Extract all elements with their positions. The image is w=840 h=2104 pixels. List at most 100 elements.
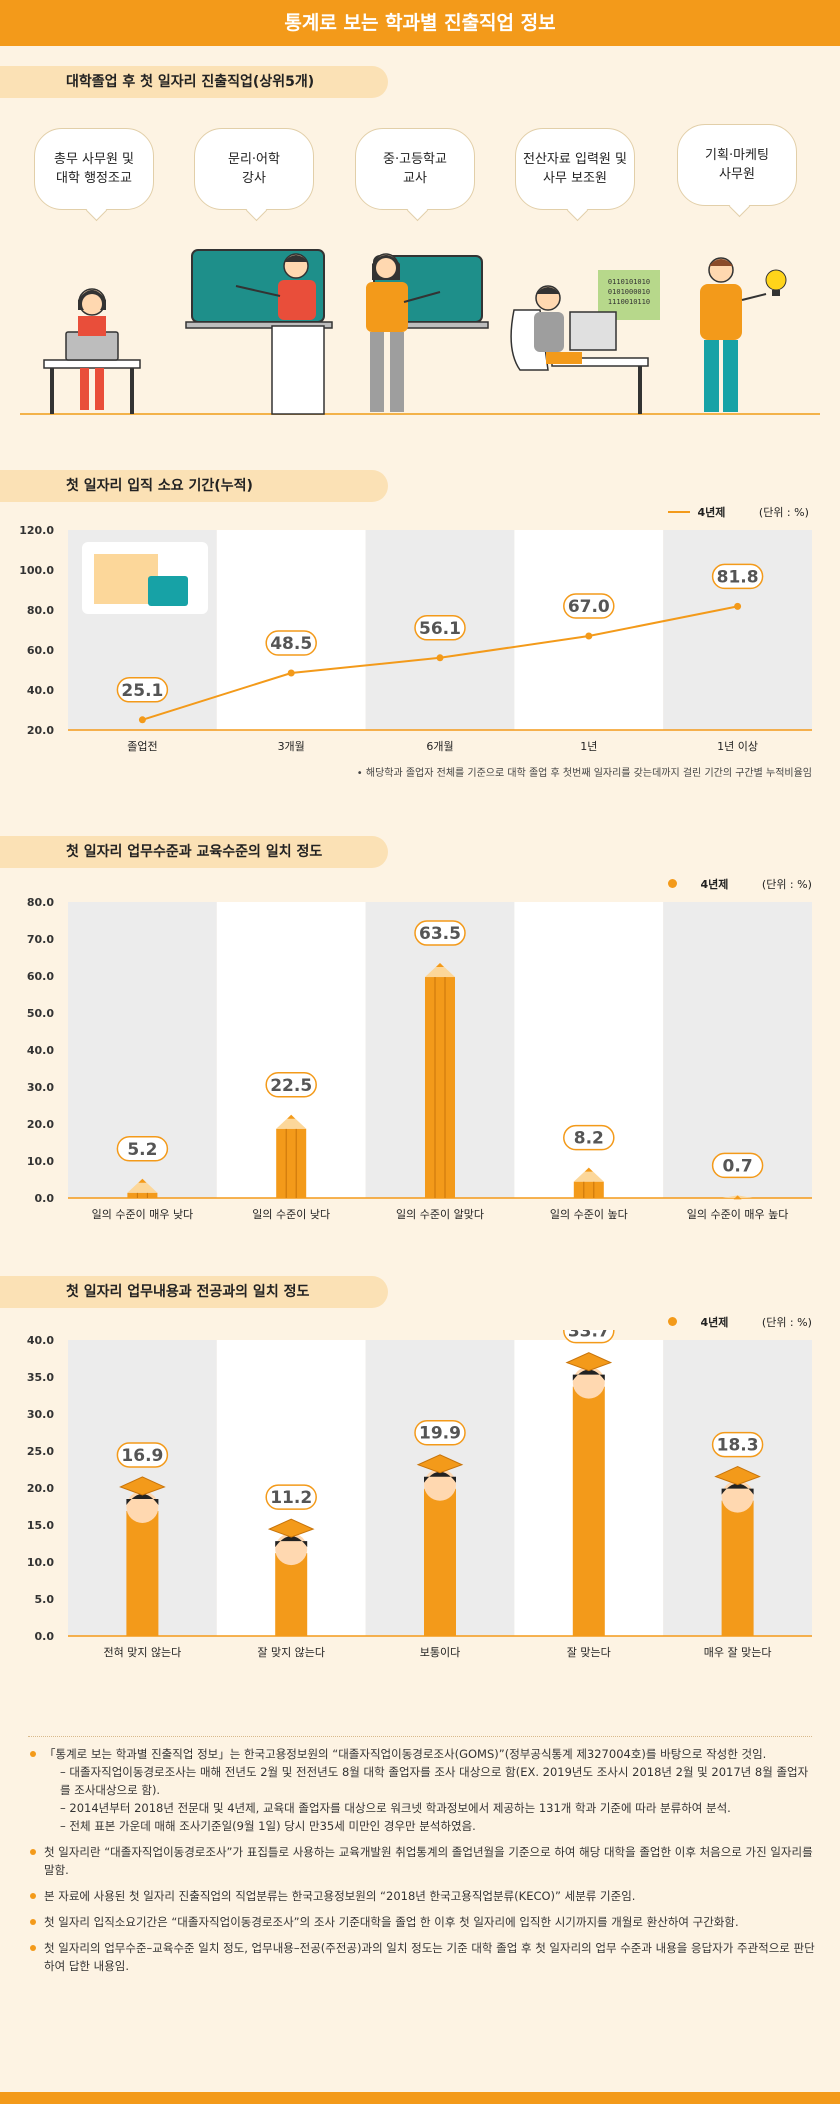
x-tick-label: 일의 수준이 매우 낮다 [92,1207,194,1221]
calendar-grid-icon [94,554,158,604]
bar [573,1181,604,1198]
graduate-hair [126,1493,159,1505]
value-label-bg [116,677,169,703]
value-label: 56.1 [419,619,461,639]
line-chart-legend: 4년제 (단위 : %) [668,504,809,520]
legend-series-name: 4년제 [697,506,726,519]
job-label-3: 중·고등학교 교사 [383,152,447,186]
pencil-tip [276,1114,307,1129]
note-item: 첫 일자리의 업무수준–교육수준 일치 정도, 업무내용–전공(주전공)과의 일… [28,1939,818,1975]
note-item: 첫 일자리 입직소요기간은 “대졸자직업이동경로조사”의 조사 기준대학을 졸업… [28,1913,818,1931]
svg-text:0110101010: 0110101010 [608,278,650,286]
note-sub: – 전체 표본 가운데 매해 조사기준일(9월 1일) 당시 만35세 미만인 … [60,1819,476,1833]
note-text: 첫 일자리 입직소요기간은 “대졸자직업이동경로조사”의 조사 기준대학을 졸업… [44,1915,739,1929]
marketer-illustration [700,257,787,412]
lecturer-illustration [185,249,333,415]
note-item: 첫 일자리란 “대졸자직업이동경로조사”가 표집틀로 사용하는 교육개발원 취업… [28,1843,818,1879]
x-tick-label: 일의 수준이 낮다 [252,1207,330,1221]
bar [425,977,455,1198]
y-tick-label: 80.0 [27,896,54,909]
y-tick-label: 20.0 [27,724,54,737]
major-match-bar-chart: 전혀 맞지 않는다 잘 맞지 않는다 보통이다 잘 맞는다 매우 잘 맞는다 40.0 35… [27,1330,812,1659]
graduate-hair [721,1483,754,1495]
graduate-hair [275,1536,308,1548]
pencil-lead [138,1178,147,1183]
bar [126,1510,159,1636]
y-tick-label: 35.0 [27,1371,54,1384]
bar [572,1386,605,1636]
note-sub: – 대졸자직업이동경로조사는 매해 전년도 2월 및 전전년도 8월 대학 졸업… [60,1765,809,1797]
y-tick-label: 0.0 [35,1630,55,1643]
legend-dot-marker [668,879,677,888]
y-tick-label: 70.0 [27,933,54,946]
y-tick-label: 40.0 [27,1044,54,1057]
x-tick-label: 졸업전 [127,740,157,753]
y-tick-label: 40.0 [27,1334,54,1347]
chart-note: • 해당학과 졸업자 전체를 기준으로 대학 졸업 후 첫번째 일자리를 갖는데… [357,766,812,779]
y-tick-label: 15.0 [27,1519,54,1532]
pencil-lead [584,1167,593,1172]
job-label-4: 전산자료 입력원 및 사무 보조원 [523,152,627,186]
briefcase-icon [148,576,188,606]
y-tick-label: 30.0 [27,1081,54,1094]
data-entry-illustration: 0110101010 0101000010 1110010110 [510,270,660,414]
y-tick-label: 120.0 [19,524,54,537]
value-label-bg [265,1072,317,1098]
y-tick-label: 100.0 [19,564,54,577]
value-label: 11.2 [270,1488,312,1508]
value-label: 33.7 [568,1330,610,1342]
pencil-lead [287,1114,296,1119]
y-tick-label: 25.0 [27,1445,54,1458]
job-bubble-4: 전산자료 입력원 및 사무 보조원 [515,128,635,222]
section-jobs-label: 대학졸업 후 첫 일자리 진출직업(상위5개) [66,74,315,90]
x-tick-label: 1년 [580,740,597,753]
page-title: 통계로 보는 학과별 진출직업 정보 [284,12,556,34]
school-teacher-illustration [366,253,489,412]
value-label: 25.1 [121,681,163,701]
value-label-bg [711,563,764,590]
x-tick-label: 일의 수준이 높다 [550,1207,628,1221]
y-tick-label: 10.0 [27,1155,54,1168]
value-label: 22.5 [270,1076,312,1096]
entry-period-line-chart: 졸업전 3개월 6개월 1년 1년 이상 120.0 100.0 80.0 60.0 40.0 20… [19,524,812,779]
value-label-bg [414,920,466,946]
value-label: 8.2 [574,1129,604,1149]
level-chart-legend: 4년제 (단위 : %) [668,876,812,892]
notes-section: 「통계로 보는 학과별 진출직업 정보」는 한국고용정보원의 “대졸자직업이동경… [28,1745,818,1983]
legend-unit-2: (단위 : %) [761,878,812,891]
y-tick-label: 20.0 [27,1118,54,1131]
y-tick-label: 60.0 [27,644,54,657]
bar [275,1553,308,1636]
plot-band [663,530,812,730]
value-label: 81.8 [717,567,759,587]
pencil-lead [436,963,444,968]
value-label-bg [116,1442,169,1468]
pencil-tip [425,963,455,978]
x-tick-label: 3개월 [278,740,305,753]
job-bubble-3: 중·고등학교 교사 [355,128,475,222]
job-bubble-5: 기획·마케팅 사무원 [677,124,797,218]
job-bubble-2: 문리·어학 강사 [194,128,314,222]
bar [276,1128,307,1198]
legend-dot-marker-3 [668,1317,677,1326]
graduate-hair [424,1471,456,1483]
section-jobs-title: 대학졸업 후 첫 일자리 진출직업(상위5개) [0,66,388,98]
data-point [138,716,146,724]
bar [721,1500,754,1636]
graduate-hair [572,1369,605,1381]
note-sub: – 2014년부터 2018년 전문대 및 4년제, 교육대 졸업자를 대상으로… [60,1801,731,1815]
note-text: 첫 일자리의 업무수준–교육수준 일치 정도, 업무내용–전공(주전공)과의 일… [44,1941,815,1973]
value-label-bg [116,1136,169,1162]
y-tick-label: 40.0 [27,684,54,697]
value-label-bg [563,1124,615,1151]
plot-band [514,530,664,730]
value-label-bg [563,593,615,619]
header-bar: 통계로 보는 학과별 진출직업 정보 [0,0,840,46]
value-label: 63.5 [419,924,461,944]
jobs-illustration: 0110101010 0101000010 1110010110 [20,249,820,415]
pencil-lead [733,1195,742,1200]
value-label: 48.5 [270,634,312,654]
x-tick-label: 일의 수준이 알맞다 [396,1207,484,1221]
data-point [734,602,742,610]
value-label-bg [414,615,466,641]
